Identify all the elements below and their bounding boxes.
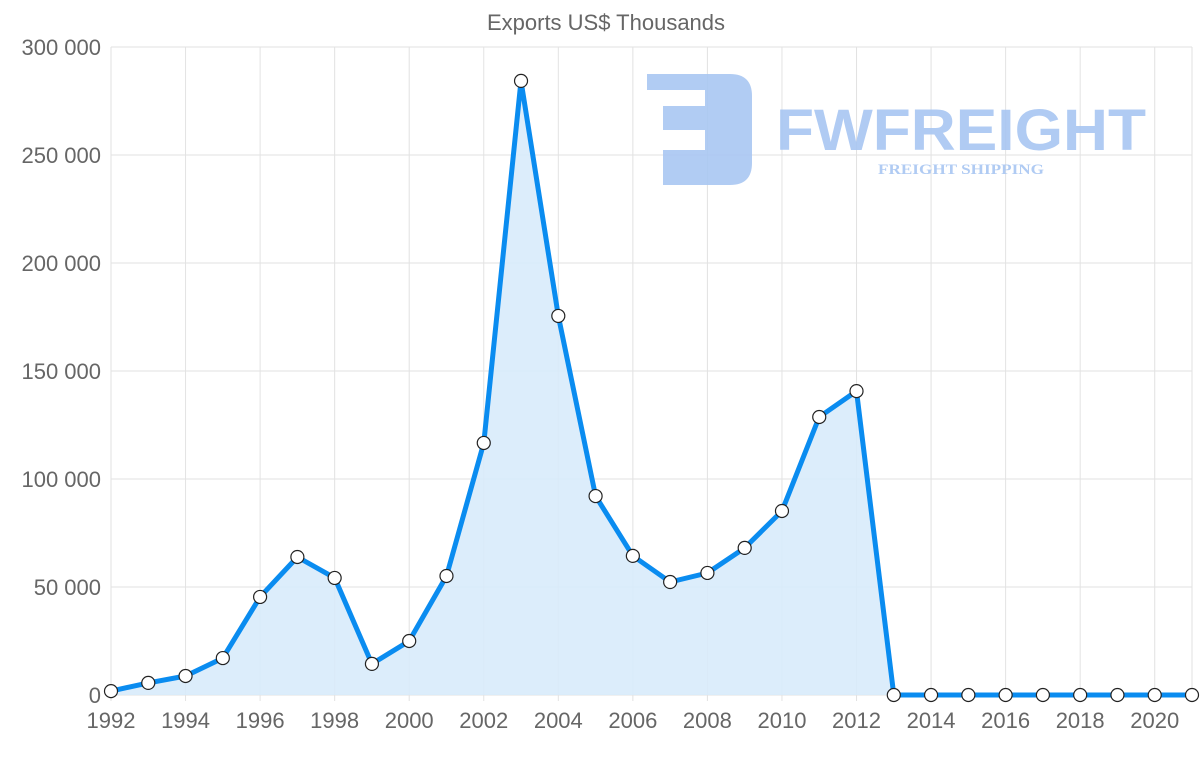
data-point — [1073, 687, 1088, 703]
x-tick-label: 2004 — [534, 708, 583, 733]
data-point — [364, 656, 380, 671]
data-point — [774, 503, 790, 519]
watermark-brand: FWFREIGHT — [776, 98, 1146, 163]
y-tick-label: 250 000 — [21, 143, 101, 168]
data-point — [1110, 687, 1125, 703]
y-tick-label: 200 000 — [21, 251, 101, 276]
data-point — [588, 488, 603, 504]
data-point — [215, 650, 230, 666]
y-tick-label: 100 000 — [21, 467, 101, 492]
x-tick-label: 2000 — [385, 708, 434, 733]
x-tick-label: 2014 — [907, 708, 956, 733]
x-tick-label: 2008 — [683, 708, 732, 733]
data-point — [402, 633, 417, 649]
data-point — [439, 568, 454, 584]
x-tick-label: 1998 — [310, 708, 359, 733]
x-tick-label: 1994 — [161, 708, 210, 733]
watermark-logo: FWFREIGHT FREIGHT SHIPPING — [647, 74, 1146, 185]
data-point — [998, 687, 1013, 703]
y-tick-label: 0 — [89, 683, 101, 708]
data-point — [1035, 687, 1050, 703]
y-axis: 0 50 000 100 000 150 000 200 000 250 000 300 0… — [21, 35, 101, 708]
data-point — [513, 73, 529, 89]
data-point — [253, 589, 268, 605]
data-point — [290, 549, 305, 565]
chart-title: Exports US$ Thousands — [487, 10, 725, 35]
x-tick-label: 2020 — [1130, 708, 1179, 733]
data-point — [886, 687, 901, 703]
data-point — [663, 574, 678, 590]
data-point — [849, 383, 864, 399]
x-tick-label: 1996 — [236, 708, 285, 733]
data-points — [103, 73, 1200, 703]
data-point — [141, 675, 156, 691]
data-point — [103, 684, 119, 699]
data-point — [178, 668, 193, 684]
x-tick-label: 2002 — [459, 708, 508, 733]
y-tick-label: 300 000 — [21, 35, 101, 60]
x-tick-label: 1992 — [87, 708, 136, 733]
x-tick-label: 2016 — [981, 708, 1030, 733]
x-tick-label: 2010 — [757, 708, 806, 733]
data-point — [327, 570, 342, 586]
y-tick-label: 150 000 — [21, 359, 101, 384]
data-point — [625, 548, 640, 563]
data-point — [1147, 687, 1162, 703]
data-point — [737, 540, 752, 556]
series-area-fill — [111, 80, 1192, 695]
data-point — [961, 687, 976, 703]
data-point — [700, 565, 715, 581]
logo-mark-icon — [647, 74, 752, 185]
x-tick-label: 2006 — [608, 708, 657, 733]
y-tick-label: 50 000 — [34, 575, 101, 600]
x-tick-label: 2012 — [832, 708, 881, 733]
x-axis: 1992 1994 1996 1998 2000 2002 2004 2006 2008 2010… — [87, 708, 1180, 733]
data-point — [1184, 687, 1200, 703]
data-point — [476, 435, 491, 451]
watermark-tagline: FREIGHT SHIPPING — [878, 162, 1044, 178]
data-point — [812, 409, 827, 425]
data-point — [551, 308, 566, 324]
data-point — [923, 687, 939, 703]
x-tick-label: 2018 — [1056, 708, 1105, 733]
